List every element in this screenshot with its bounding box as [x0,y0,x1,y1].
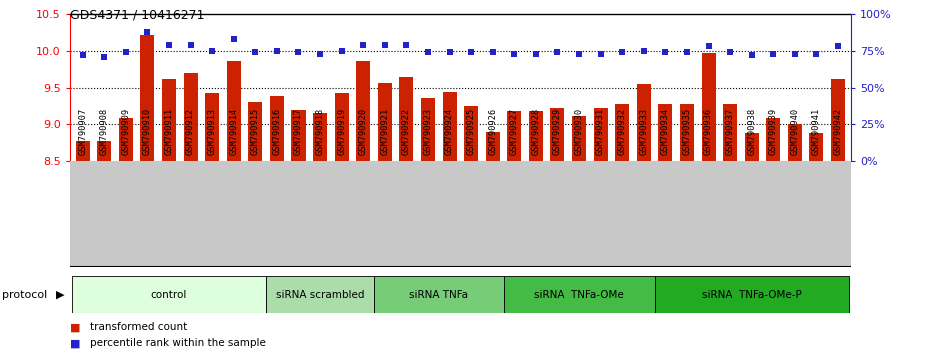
Text: ■: ■ [70,338,80,348]
Point [636,48,651,54]
Text: ■: ■ [70,322,80,332]
Bar [313,113,327,161]
Point [528,51,543,57]
Bar [572,115,586,161]
Bar [658,104,672,161]
Bar [291,110,306,161]
Bar [593,108,607,161]
Bar [724,104,737,161]
Point [723,50,737,55]
Bar [227,61,241,161]
Bar [248,102,262,161]
Bar [809,133,823,161]
Bar [399,76,414,161]
Text: siRNA  TNFa-OMe: siRNA TNFa-OMe [534,290,624,300]
Text: protocol: protocol [2,290,47,300]
Bar [183,73,197,161]
Point [701,44,716,49]
Text: siRNA  TNFa-OMe-P: siRNA TNFa-OMe-P [702,290,802,300]
Point [550,50,565,55]
Text: siRNA scrambled: siRNA scrambled [276,290,365,300]
Point [248,50,263,55]
Bar [378,83,392,161]
Bar [788,124,802,161]
Point [399,42,414,48]
Point [270,48,285,54]
Text: percentile rank within the sample: percentile rank within the sample [90,338,266,348]
Point [97,54,112,59]
Point [140,29,155,35]
Point [183,42,198,48]
Bar [421,98,435,161]
Bar [507,111,522,161]
Bar [831,79,845,161]
Point [765,51,780,57]
Bar [443,92,457,161]
Point [420,50,435,55]
Bar [335,93,349,161]
Bar [637,84,651,161]
Bar [270,96,284,161]
Text: transformed count: transformed count [90,322,188,332]
Bar [374,276,503,313]
Bar [766,119,780,161]
Point [572,51,587,57]
Point [205,48,219,54]
Point [788,51,803,57]
Bar [72,276,266,313]
Point [75,52,90,58]
Point [485,50,500,55]
Point [507,51,522,57]
Text: ▶: ▶ [56,290,64,300]
Point [744,52,759,58]
Bar [206,93,219,161]
Bar [98,141,112,161]
Bar [745,133,759,161]
Bar [529,111,543,161]
Point [162,42,177,48]
Point [312,51,327,57]
Bar [140,35,154,161]
Bar [551,108,565,161]
Bar [615,104,630,161]
Point [291,50,306,55]
Point [334,48,349,54]
Text: GDS4371 / 10416271: GDS4371 / 10416271 [70,9,205,22]
Point [658,50,672,55]
Bar [701,53,715,161]
Point [442,50,457,55]
Bar [356,61,370,161]
Point [830,44,845,49]
Bar [162,79,176,161]
Point [593,51,608,57]
Bar [503,276,655,313]
Text: siRNA TNFa: siRNA TNFa [409,290,469,300]
Bar [680,104,694,161]
Bar [464,106,478,161]
Bar [655,276,849,313]
Text: control: control [151,290,187,300]
Point [356,42,371,48]
Point [464,50,479,55]
Point [378,42,392,48]
Bar [266,276,374,313]
Point [226,36,241,42]
Point [680,50,695,55]
Bar [485,132,499,161]
Point [118,50,133,55]
Point [615,50,630,55]
Bar [75,141,89,161]
Bar [119,119,133,161]
Point [809,51,824,57]
